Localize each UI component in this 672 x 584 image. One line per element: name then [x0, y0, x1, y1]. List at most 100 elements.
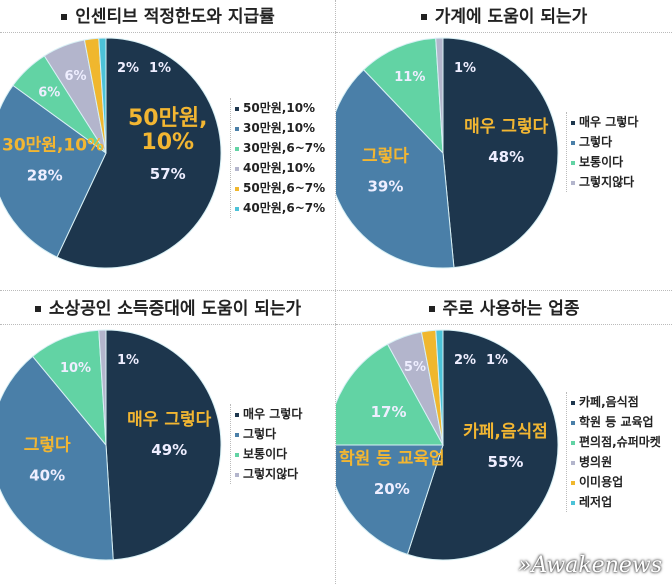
slice-title-label: 10% [141, 130, 194, 155]
chart-title-text: 주로 사용하는 업종 [442, 299, 580, 319]
data-label: 2% [454, 353, 476, 368]
bullet-icon [34, 306, 41, 312]
legend-item: 40만원,6~7% [235, 198, 325, 218]
pie-slice [31, 329, 107, 447]
legend-item: 병의원 [571, 452, 661, 472]
legend-swatch [571, 160, 575, 165]
data-label: 6% [64, 69, 86, 84]
legend-label: 학원 등 교육업 [579, 415, 654, 429]
data-label: 10% [60, 361, 91, 376]
data-label: 2% [117, 61, 139, 76]
legend: 매우 그렇다 그렇다 보통이다 그렇지않다 [230, 404, 302, 484]
legend-item: 그렇다 [571, 132, 638, 152]
pie-chart-2: 가계에 도움이 되는가 매우 그렇다 48% 그렇다 39% 11% 1% 매우 그렇다 그렇다… [336, 0, 672, 292]
pie-slice [435, 37, 444, 154]
chart-title-text: 소상공인 소득증대에 도움이 되는가 [48, 299, 302, 319]
legend-item: 40만원,10% [235, 158, 325, 178]
pie-slice [362, 37, 444, 155]
legend-swatch [235, 472, 239, 477]
legend-item: 30만원,6~7% [235, 138, 325, 158]
legend-swatch [571, 180, 575, 185]
legend-label: 병의원 [579, 455, 613, 469]
data-label: 1% [117, 353, 139, 368]
data-label: 1% [454, 61, 476, 76]
bullet-icon [61, 14, 68, 20]
slice-title-label: 매우 그렇다 [464, 117, 548, 137]
pie-slice [98, 37, 107, 154]
legend-label: 보통이다 [579, 155, 624, 169]
slice-title-label: 그렇다 [362, 146, 409, 166]
legend-swatch [571, 140, 575, 145]
legend-swatch [235, 432, 239, 437]
chart-title-text: 인센티브 적정한도와 지급률 [75, 7, 275, 27]
pie-slice [105, 329, 222, 561]
slice-title-label: 30만원,10% [2, 136, 104, 156]
divider [335, 0, 336, 584]
legend-item: 보통이다 [571, 152, 638, 172]
legend-item: 매우 그렇다 [571, 112, 638, 132]
legend-label: 편의점,슈퍼마켓 [579, 435, 661, 449]
pie-chart-4: 주로 사용하는 업종 카페,음식점 55% 학원 등 교육업 20% 17% 5% 2% 1% 카… [336, 292, 672, 584]
legend-swatch [235, 452, 239, 457]
legend-item: 그렇지않다 [571, 172, 638, 192]
slice-title-label: 카페,음식점 [463, 422, 548, 442]
legend: 카페,음식점 학원 등 교육업 편의점,슈퍼마켓 병의원 이미용업 레저업 [566, 392, 661, 512]
data-label: 1% [149, 61, 171, 76]
legend-swatch [571, 460, 575, 465]
legend-label: 매우 그렇다 [579, 115, 639, 129]
legend-label: 매우 그렇다 [243, 407, 303, 421]
legend-label: 보통이다 [243, 447, 288, 461]
legend-swatch [571, 440, 575, 445]
legend-item: 레저업 [571, 492, 661, 512]
legend-item: 50만원,6~7% [235, 178, 325, 198]
data-label: 28% [27, 167, 63, 185]
legend-item: 편의점,슈퍼마켓 [571, 432, 661, 452]
data-label: 11% [394, 70, 425, 85]
legend-swatch [235, 146, 239, 151]
divider [0, 290, 672, 291]
slice-title-label: 학원 등 교육업 [339, 449, 445, 469]
legend-swatch [571, 500, 575, 505]
legend-item: 50만원,10% [235, 98, 325, 118]
data-label: 55% [488, 453, 524, 471]
legend-item: 보통이다 [235, 444, 302, 464]
data-label: 40% [29, 466, 65, 484]
legend-swatch [235, 106, 239, 111]
data-label: 5% [404, 360, 426, 375]
legend-label: 30만원,10% [243, 121, 316, 135]
data-label: 49% [151, 441, 187, 459]
legend-label: 레저업 [579, 495, 613, 509]
pie-slice [0, 84, 107, 258]
legend-label: 40만원,6~7% [243, 201, 326, 215]
data-label: 57% [150, 165, 186, 183]
slice-title-label: 50만원, [128, 106, 207, 131]
pie-slice [435, 329, 444, 446]
chart-title: 가계에 도움이 되는가 [336, 2, 672, 33]
pie-slice [406, 329, 559, 561]
pie-slice [442, 37, 559, 269]
legend-swatch [235, 412, 239, 417]
pie-slice [336, 69, 455, 269]
legend-swatch [235, 186, 239, 191]
legend-item: 그렇다 [235, 424, 302, 444]
legend-item: 이미용업 [571, 472, 661, 492]
pie-slice [98, 329, 107, 446]
legend-swatch [235, 166, 239, 171]
slice-title-label: 그렇다 [24, 435, 71, 455]
data-label: 48% [488, 148, 524, 166]
chart-title: 주로 사용하는 업종 [336, 294, 672, 325]
legend-item: 30만원,10% [235, 118, 325, 138]
legend-item: 학원 등 교육업 [571, 412, 661, 432]
bullet-icon [428, 306, 435, 312]
pie-slice [336, 343, 444, 446]
legend-swatch [571, 120, 575, 125]
legend-label: 40만원,10% [243, 161, 316, 175]
legend-swatch [235, 206, 239, 211]
legend: 50만원,10% 30만원,10% 30만원,6~7% 40만원,10% 50만원,6~… [230, 98, 325, 218]
slice-title-label: 매우 그렇다 [127, 410, 211, 430]
legend-swatch [571, 400, 575, 405]
watermark-logo: »Awakenews [518, 553, 662, 578]
data-label: 6% [38, 86, 60, 101]
